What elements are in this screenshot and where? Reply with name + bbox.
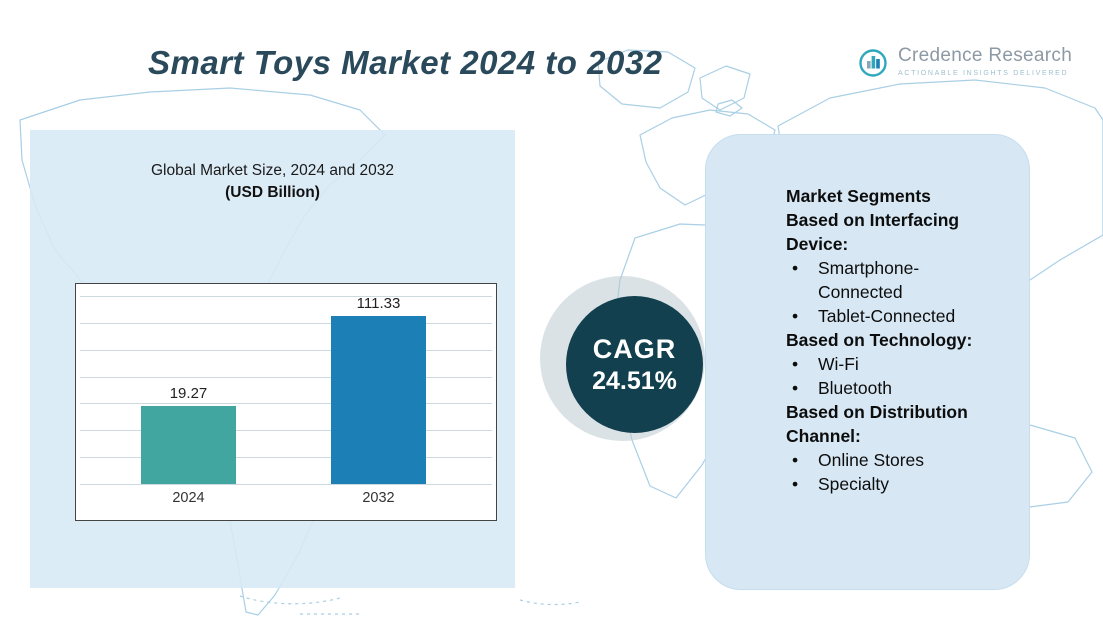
market-size-panel: Global Market Size, 2024 and 2032 (USD B… [30,130,515,588]
segment-item-label: Smartphone-Connected [818,257,920,302]
gridline [80,377,492,378]
segments-panel: Market Segments Based on Interfacing Dev… [705,134,1030,590]
segment-item: • Specialty [786,473,1003,497]
bar-2032 [331,316,426,484]
segment-item-label: Online Stores [818,449,925,470]
cagr-label: CAGR [592,333,677,364]
bullet-icon: • [792,449,799,470]
gridline [80,350,492,351]
segment-item-label: Specialty [818,473,890,494]
segment-item-label: Tablet-Connected [818,305,956,326]
gridline [80,430,492,431]
logo-tagline: Actionable Insights Delivered [898,69,1069,77]
bar-chart: 19.27 2024 111.33 2032 [75,283,497,521]
bullet-icon: • [792,377,799,398]
gridline [80,323,492,324]
cagr-value: 24.51% [592,366,677,395]
segments-content: Market Segments Based on Interfacing Dev… [786,185,1003,497]
page-title: Smart Toys Market 2024 to 2032 [148,44,663,82]
chart-plot: 19.27 2024 111.33 2032 [76,284,496,506]
bullet-icon: • [792,257,799,278]
logo-name: Credence Research [898,45,1073,66]
category-label: 2032 [362,490,395,506]
cagr-badge: CAGR 24.51% [566,296,703,433]
segment-item: • Tablet-Connected [786,305,1003,329]
bar-group: 19.27 [141,385,236,484]
bullet-icon: • [792,353,799,374]
segment-item: • Bluetooth [786,377,1003,401]
segment-item-label: Bluetooth [818,377,892,398]
bar-value-label: 111.33 [356,295,401,312]
gridline [80,484,492,485]
bullet-icon: • [792,305,799,326]
category-label: 2024 [172,490,205,506]
chart-title: Global Market Size, 2024 and 2032 [151,162,394,179]
bar-group: 111.33 [331,295,426,484]
segment-item-label: Wi-Fi [818,353,859,374]
segment-section-title: Based on Interfacing Device: [786,209,960,254]
chart-subtitle: (USD Billion) [225,184,320,201]
segments-heading: Market Segments [786,186,931,206]
segment-section-title: Based on Technology: [786,329,973,350]
segment-item: • Wi-Fi [786,353,1003,377]
bar-2024 [141,406,236,484]
bullet-icon: • [792,473,799,494]
gridline [80,457,492,458]
gridline [80,403,492,404]
bar-chart-circle-icon [856,46,890,85]
credence-logo: Credence Research Actionable Insights De… [856,45,1073,85]
segment-item: • Smartphone-Connected [786,257,1003,305]
bar-value-label: 19.27 [169,385,208,402]
gridline [80,296,492,297]
segment-item: • Online Stores [786,449,1003,473]
segment-section-title: Based on Distribution Channel: [786,401,968,446]
